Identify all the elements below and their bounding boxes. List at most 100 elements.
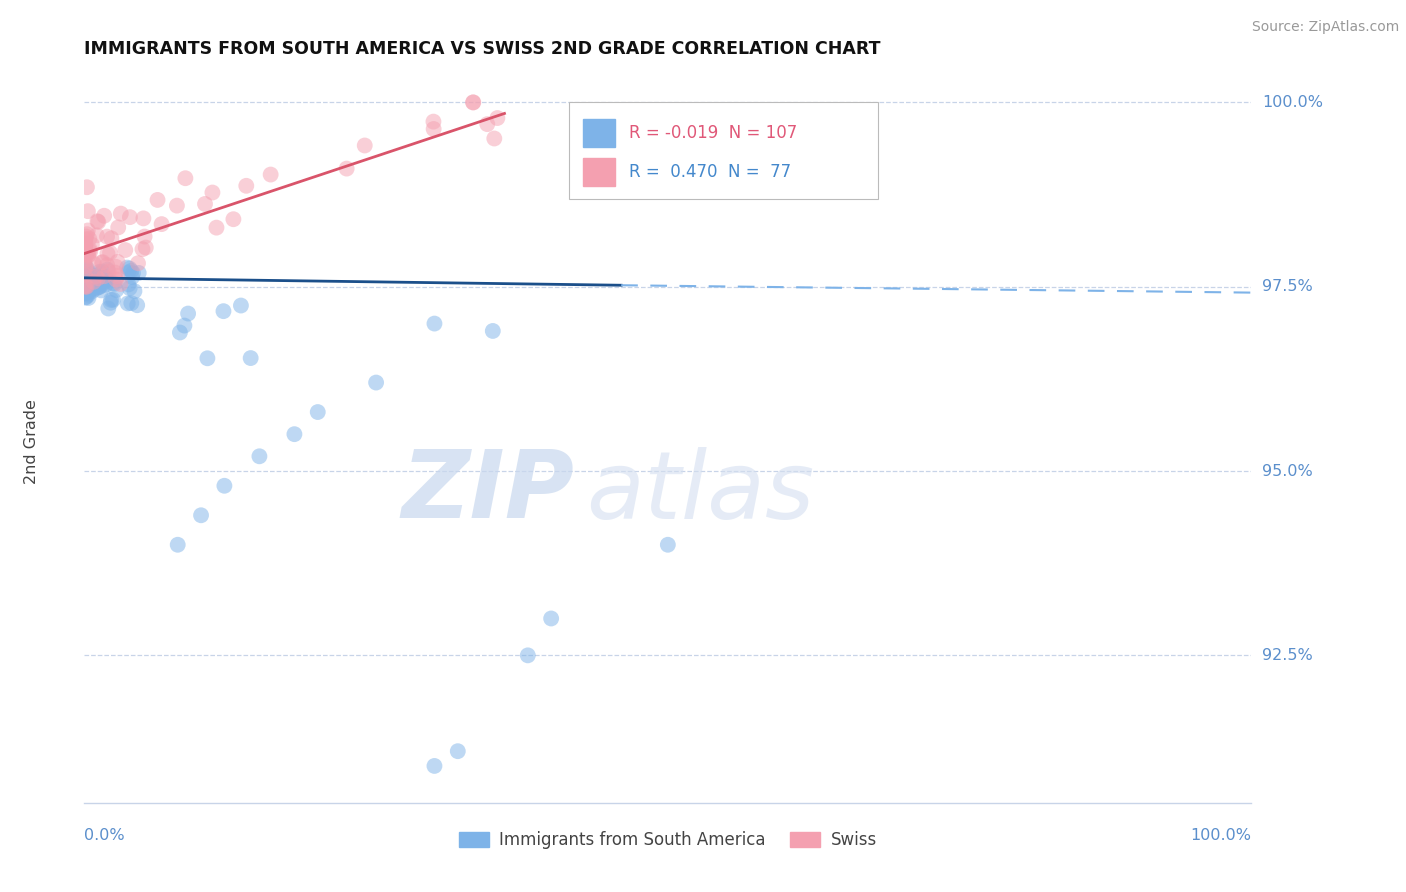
Point (75, 290, 97, 304)
Point (259, 168, 281, 182)
Point (90, 278, 112, 293)
Point (76, 279, 98, 293)
Point (73, 268, 96, 283)
Point (222, 212, 245, 227)
Point (83, 257, 105, 271)
Point (91, 265, 114, 279)
Point (166, 538, 188, 552)
Point (79, 267, 101, 281)
Point (173, 318, 195, 333)
Point (307, 405, 329, 419)
Point (486, 111, 509, 125)
Point (73, 275, 96, 289)
FancyBboxPatch shape (568, 102, 877, 200)
Point (76, 270, 98, 285)
Point (77, 273, 100, 287)
Point (89, 265, 111, 279)
Point (75, 268, 97, 282)
Point (100, 231, 122, 245)
Point (132, 211, 155, 226)
Point (96, 272, 118, 286)
Point (86, 270, 108, 285)
Point (131, 242, 153, 256)
Point (75, 291, 97, 305)
FancyBboxPatch shape (582, 158, 616, 186)
Point (98, 245, 121, 260)
Point (76, 278, 98, 293)
Text: 100.0%: 100.0% (1263, 95, 1323, 110)
Point (76, 280, 98, 294)
Point (107, 220, 129, 235)
Point (540, 611, 562, 625)
Point (73, 271, 96, 285)
Point (423, 759, 446, 773)
Point (73, 276, 96, 290)
Text: 92.5%: 92.5% (1263, 648, 1313, 663)
Point (366, 376, 388, 390)
Point (87, 280, 110, 294)
Text: atlas: atlas (586, 447, 814, 538)
Point (423, 317, 446, 331)
Text: IMMIGRANTS FROM SOUTH AMERICA VS SWISS 2ND GRADE CORRELATION CHART: IMMIGRANTS FROM SOUTH AMERICA VS SWISS 2… (84, 40, 882, 58)
Point (77, 248, 100, 262)
Point (283, 427, 305, 442)
Point (205, 220, 228, 235)
Point (94, 270, 117, 285)
Point (86, 274, 108, 288)
Point (75, 286, 97, 301)
Point (77, 279, 100, 293)
Point (73, 257, 96, 271)
Point (150, 217, 173, 231)
Point (83, 275, 105, 289)
Point (118, 281, 141, 295)
Point (75, 261, 97, 276)
Point (127, 298, 149, 312)
Point (235, 178, 257, 193)
Point (121, 270, 143, 285)
Point (122, 266, 145, 280)
Point (87, 271, 110, 285)
Point (79, 244, 101, 259)
Point (73, 240, 96, 254)
Point (146, 193, 169, 207)
Point (114, 243, 136, 257)
Point (73, 279, 96, 293)
Point (117, 296, 139, 310)
Text: 95.0%: 95.0% (1263, 464, 1313, 478)
Point (104, 272, 127, 286)
Point (75, 229, 97, 244)
Point (75, 279, 97, 293)
Point (75, 278, 97, 293)
Point (84, 282, 107, 296)
Point (93, 269, 115, 284)
Point (76, 274, 98, 288)
Point (212, 304, 235, 318)
Point (134, 229, 156, 244)
Point (73, 241, 96, 255)
Text: 97.5%: 97.5% (1263, 279, 1313, 294)
Point (73, 285, 96, 300)
Point (104, 266, 127, 280)
Point (100, 293, 122, 307)
Point (128, 266, 150, 280)
Point (118, 261, 141, 276)
Point (118, 210, 141, 224)
Point (190, 508, 212, 523)
Point (83, 274, 105, 288)
Point (103, 276, 125, 290)
Point (107, 255, 129, 269)
Point (77, 249, 100, 263)
Point (239, 351, 262, 365)
Point (87, 280, 110, 294)
Point (353, 138, 375, 153)
Point (75, 259, 97, 273)
Point (76, 286, 98, 301)
Point (76, 223, 98, 237)
Point (86, 273, 108, 287)
Point (76, 180, 98, 194)
Point (75, 232, 97, 246)
Text: R = -0.019  N = 107: R = -0.019 N = 107 (630, 124, 797, 142)
Point (86, 228, 108, 243)
Point (89, 274, 111, 288)
Point (76, 261, 98, 276)
